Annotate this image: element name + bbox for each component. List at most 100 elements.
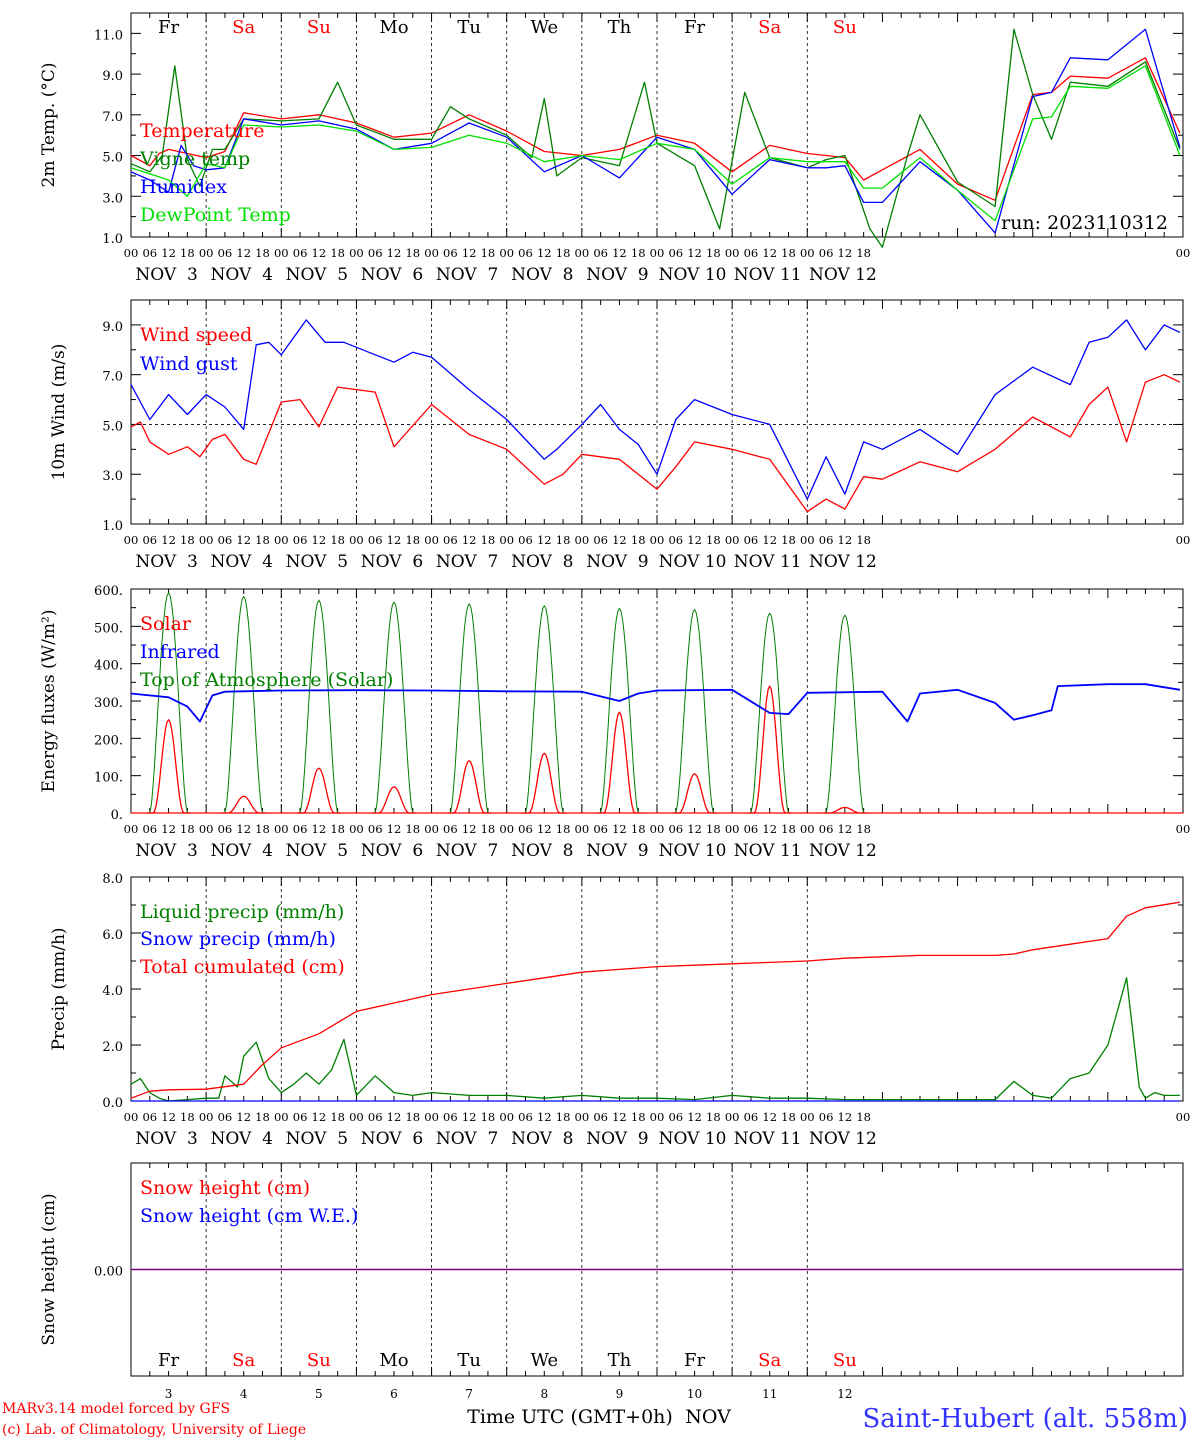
date-label: NOV 9 [586, 841, 648, 861]
hour-label: 18 [330, 822, 345, 836]
hour-label: 12 [387, 822, 402, 836]
hour-label: 06 [819, 533, 834, 547]
y-tick-label: 6.0 [102, 928, 123, 943]
hour-label: 00 [725, 246, 740, 260]
date-label: NOV 6 [361, 1129, 423, 1149]
toa-solar-line [747, 612, 792, 814]
hour-label: 06 [668, 822, 683, 836]
toa-solar-line [372, 601, 416, 814]
y-tick-label: 11.0 [94, 28, 123, 43]
hour-label: 06 [368, 246, 383, 260]
y-tick-label: 300. [94, 696, 123, 711]
solar-line [447, 760, 492, 814]
hour-label: 12 [387, 1110, 402, 1124]
hour-label: 12 [838, 533, 853, 547]
hour-label: 18 [631, 1110, 646, 1124]
day-name-label: Tu [457, 17, 481, 38]
hour-label: 18 [781, 1110, 796, 1124]
day-name-label: Tu [457, 1350, 481, 1371]
day-name-label: Sa [758, 1350, 781, 1371]
y-tick-label: 4.0 [102, 984, 123, 999]
model-credit: MARv3.14 model forced by GFS [2, 1401, 230, 1417]
hour-label: 18 [255, 1110, 270, 1124]
date-label: NOV 11 [734, 552, 802, 572]
date-label: NOV 7 [436, 265, 498, 285]
hour-label: 18 [405, 822, 420, 836]
hour-label: 00 [499, 246, 514, 260]
date-label: NOV 9 [586, 552, 648, 572]
hour-label: 06 [218, 246, 233, 260]
hour-label: 12 [387, 533, 402, 547]
hour-label: 00 [274, 822, 289, 836]
y-tick-label: 5.0 [102, 151, 123, 166]
day-number-label: 8 [540, 1387, 548, 1401]
hour-label: 12 [236, 533, 251, 547]
hour-label: 06 [518, 822, 533, 836]
legend-entry: Snow height (cm) [140, 1177, 310, 1199]
date-label: NOV 12 [809, 841, 877, 861]
hour-label: 18 [255, 822, 270, 836]
date-label: NOV 4 [211, 265, 273, 285]
legend-entry: Solar [140, 613, 192, 635]
hour-label: 18 [255, 246, 270, 260]
y-tick-label: 500. [94, 621, 123, 636]
hour-label: 00 [575, 1110, 590, 1124]
hour-label: 18 [631, 246, 646, 260]
hour-label: 06 [668, 1110, 683, 1124]
date-label: NOV 8 [511, 1129, 573, 1149]
hour-label: 06 [443, 246, 458, 260]
day-name-label: Su [833, 17, 857, 38]
hour-label: 00 [725, 1110, 740, 1124]
liquid-precip-mm-h-line [130, 977, 1180, 1102]
date-label: NOV 11 [734, 265, 802, 285]
hour-label: 12 [161, 246, 176, 260]
hour-label: 06 [368, 533, 383, 547]
hour-label: 00 [124, 533, 139, 547]
date-label: NOV 6 [361, 265, 423, 285]
date-label: NOV 6 [361, 552, 423, 572]
humidex-line [130, 28, 1181, 234]
month-label: NOV [685, 1406, 731, 1428]
hour-label: 06 [218, 1110, 233, 1124]
hour-label: 12 [537, 1110, 552, 1124]
hour-label: 06 [443, 533, 458, 547]
hour-label: 00 [274, 533, 289, 547]
hour-label: 06 [668, 246, 683, 260]
hour-label: 12 [236, 246, 251, 260]
hour-label: 06 [593, 533, 608, 547]
hour-label: 18 [330, 533, 345, 547]
date-label: NOV 5 [286, 1129, 348, 1149]
hour-label: 00 [499, 1110, 514, 1124]
day-name-label: Su [307, 1350, 331, 1371]
legend-entry: Total cumulated (cm) [140, 956, 345, 978]
hour-label: 00 [349, 822, 364, 836]
date-label: NOV 5 [286, 552, 348, 572]
hour-label: 00 [800, 533, 815, 547]
hour-label: 18 [481, 1110, 496, 1124]
hour-label: 12 [462, 533, 477, 547]
day-name-label: Su [833, 1350, 857, 1371]
day-name-label: Fr [684, 17, 705, 38]
day-number-label: 9 [616, 1387, 624, 1401]
hour-label: 12 [161, 822, 176, 836]
hour-label: 12 [612, 822, 627, 836]
hour-label: 00 [650, 533, 665, 547]
hour-label: 00 [725, 822, 740, 836]
hour-label: 18 [706, 533, 721, 547]
y-tick-label: 9.0 [102, 69, 123, 84]
y-tick-label: 9.0 [102, 320, 123, 335]
hour-label: 06 [518, 533, 533, 547]
legend-entry: Snow precip (mm/h) [140, 928, 336, 950]
date-label: NOV 12 [809, 1129, 877, 1149]
y-tick-label: 200. [94, 733, 123, 748]
wind-gust-line [130, 319, 1181, 500]
day-number-label: 10 [687, 1387, 702, 1401]
hour-label: 18 [405, 246, 420, 260]
total-cumulated-cm-line [130, 901, 1181, 1099]
day-number-label: 6 [390, 1387, 398, 1401]
hour-label: 00 [349, 1110, 364, 1124]
hour-label: 06 [819, 246, 834, 260]
legend-entry: Vigne temp [139, 148, 250, 170]
hour-label: 18 [856, 246, 871, 260]
